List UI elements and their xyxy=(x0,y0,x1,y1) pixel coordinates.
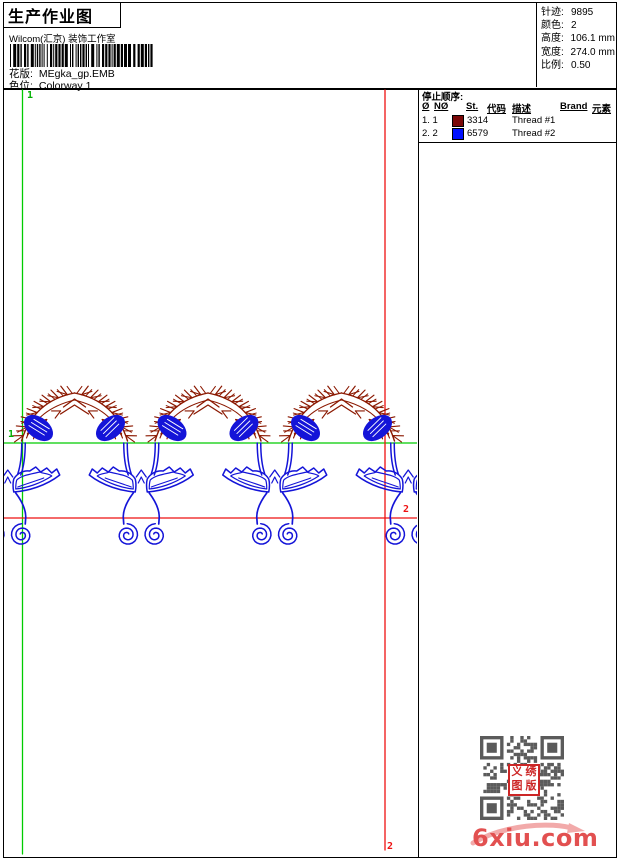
pattern-value: MEgka_gp.EMB xyxy=(38,68,115,80)
stamp-char: 版 xyxy=(525,780,537,792)
stat-colors: 颜色: 2 xyxy=(541,20,577,32)
guide-marker-2-bottom: 2 xyxy=(387,841,394,852)
col-code: 代码 xyxy=(487,104,507,115)
pattern-label: 花版: xyxy=(9,68,33,80)
watermark-text: 6xiu.com xyxy=(472,824,599,852)
guide-marker-1-top: 1 xyxy=(27,90,34,101)
col-elem: 元素 xyxy=(592,104,612,115)
col-desc: 描述 xyxy=(512,104,532,115)
stop-sequence-title: 停止顺序: xyxy=(422,92,464,103)
design-canvas xyxy=(4,89,417,855)
col-no: NØ xyxy=(434,101,449,112)
red-stamp: 义绣 图版 xyxy=(508,764,540,796)
stamp-char: 绣 xyxy=(525,766,537,778)
page-frame: 生产作业图 Wilcom(汇京) 装饰工作室 花版: MEgka_gp.EMB 色… xyxy=(3,2,617,858)
studio-name: Wilcom(汇京) 装饰工作室 xyxy=(9,34,116,45)
thread-swatch xyxy=(452,128,464,140)
thread-swatch xyxy=(452,115,464,127)
design-stats-panel: 针迹: 9895 颜色: 2 高度: 106.1 mm 宽度: 274.0 mm 比例:… xyxy=(536,3,615,87)
page-title: 生产作业图 xyxy=(8,9,94,26)
guide-marker-2-mid: 2 xyxy=(403,504,410,515)
guide-marker-1-left: 1 xyxy=(8,429,15,440)
stat-scale: 比例: 0.50 xyxy=(541,59,591,71)
col-seq: Ø xyxy=(422,101,430,112)
col-brand: Brand xyxy=(560,101,588,112)
logo-swoosh xyxy=(470,822,585,846)
stop-table-border xyxy=(418,142,616,143)
stat-width: 宽度: 274.0 mm xyxy=(541,46,615,58)
col-st: St. xyxy=(466,101,479,112)
stat-height: 高度: 106.1 mm xyxy=(541,33,615,45)
stamp-char: 图 xyxy=(511,780,523,792)
stamp-char: 义 xyxy=(511,766,523,778)
panel-divider xyxy=(417,88,419,857)
title-cell: 生产作业图 xyxy=(4,3,121,28)
header-divider xyxy=(4,88,616,90)
pattern-file-row: 花版: MEgka_gp.EMB xyxy=(9,66,115,81)
barcode xyxy=(10,44,153,67)
stat-stitches: 针迹: 9895 xyxy=(541,7,594,18)
